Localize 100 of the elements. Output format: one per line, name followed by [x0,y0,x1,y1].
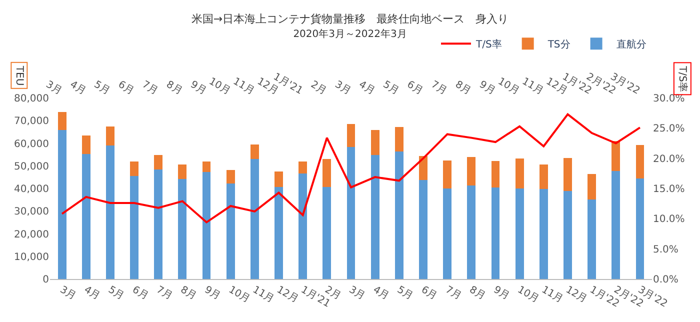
x-tick-label: 4月 [82,284,102,302]
bar [346,146,356,279]
y-tick-label: 0 [42,274,49,286]
category-label: 5月 [380,79,401,97]
x-tick-label: 7月 [443,284,463,302]
bar [515,188,524,279]
y-tick-label: 60,000 [14,138,49,150]
category-label: 5月 [92,79,112,97]
x-tick-label: 5月 [395,284,415,302]
bar [539,189,548,279]
y-tick-label: 20,000 [14,229,49,240]
bar [564,190,572,279]
bar [588,174,596,200]
category-label: 9月 [188,79,208,97]
x-tick-label: 6月 [130,284,150,302]
bar [202,161,211,172]
category-label: 2月 [308,79,328,97]
bar [58,130,66,279]
bar [588,199,596,279]
bar [154,170,163,279]
bar [467,185,476,279]
bar [346,124,356,147]
bar [130,161,138,176]
bar [58,112,66,130]
bar [394,126,404,152]
category-label: 4月 [68,79,88,97]
bar [564,158,572,191]
chart-title: 米国→日本海上コンテナ貨物量推移 最終仕向地ベース 身入り [191,12,509,26]
bar [82,135,90,154]
x-tick-label: 3月 [58,284,78,302]
y-tick-label: 30,000 [14,206,49,218]
bar [491,188,500,279]
legend-label: TS分 [546,38,570,51]
x-tick-label: 8月 [467,284,488,302]
bar [419,180,428,279]
chart-subtitle: 2020年3月～2022年3月 [293,28,407,40]
category-label: 11月 [230,76,256,97]
bar [250,159,259,279]
y2-tick-label: 15.0% [653,184,685,195]
bar [178,179,187,279]
bar [82,154,90,279]
bar [106,146,114,279]
bar [106,126,114,146]
bar [491,160,500,188]
y-tick-label: 50,000 [14,161,49,172]
bar [612,171,620,279]
x-tick-label: 12月 [274,284,300,306]
category-label: 4月 [356,79,377,97]
y2-axis-title: T/S率 [676,65,688,92]
bar [322,186,332,279]
bar [298,161,308,174]
x-tick-label: 11月 [540,284,565,306]
x-tick-label: 5月 [106,284,126,302]
bar [636,145,644,178]
x-tick-label: 9月 [202,284,222,302]
bar [443,160,452,189]
x-tick-label: 3月 [347,284,367,302]
bar [539,164,548,190]
x-tick-label: 9月 [491,284,512,302]
bar [370,130,380,156]
x-tick-label: 7月 [154,284,174,302]
line-series [61,113,641,224]
category-label: 10月 [496,76,522,97]
y2-tick-label: 30.0% [653,94,685,104]
y-axis-title: TEU [14,64,25,86]
bar [178,164,187,180]
y-tick-label: 70,000 [14,116,49,128]
x-tick-label: 11月 [250,284,276,306]
category-label: 9月 [477,79,497,97]
x-tick-label: 12月 [564,284,589,306]
category-label: 10月 [206,76,232,97]
bar [636,178,644,279]
y2-tick-label: 20.0% [653,154,685,165]
y2-tick-label: 25.0% [653,124,685,135]
category-label: 8月 [453,79,473,97]
y2-tick-label: 10.0% [653,214,685,226]
bar [154,155,163,170]
x-tick-label: 10月 [226,284,252,306]
bar [226,183,235,279]
bar [443,188,452,279]
bar [226,170,235,184]
bar [202,172,211,279]
y2-tick-label: 5.0% [653,244,678,256]
category-label: 7月 [429,79,449,97]
category-label: 6月 [116,79,136,97]
bar [322,159,332,187]
bar [467,156,476,186]
bar [298,174,308,279]
y-tick-label: 40,000 [14,184,49,195]
x-tick-label: 10月 [516,284,541,306]
y-tick-label: 80,000 [14,94,49,104]
x-tick-label: 4月 [371,284,391,302]
x-tick-label: 6月 [419,284,439,302]
bar [274,171,283,187]
bar [130,176,138,279]
bar [515,158,524,189]
legend-label: T/S率 [475,38,502,51]
category-label: 6月 [405,79,425,97]
bar [612,140,620,172]
bar [274,186,283,279]
